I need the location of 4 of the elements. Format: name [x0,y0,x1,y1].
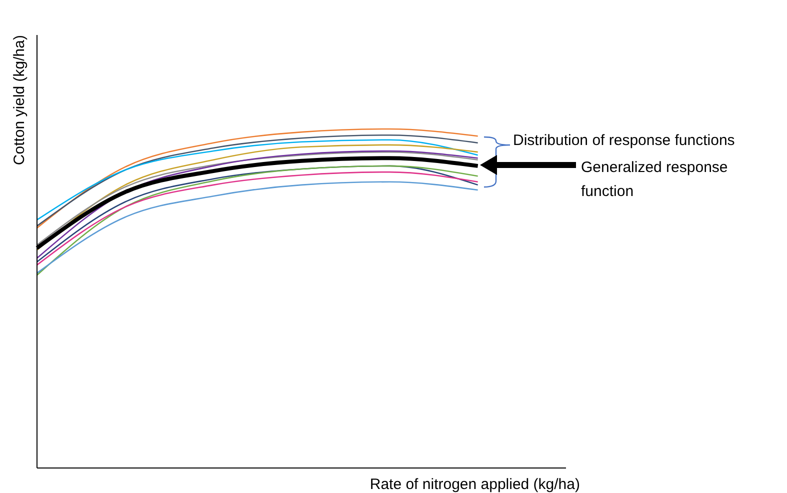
text: Generalized response function [581,159,728,200]
x-axis-title: Rate of nitrogen applied (kg/ha) [370,476,580,493]
annotation: Distribution of response functions [513,132,735,149]
y-axis-title: Cotton yield (kg/ha) [11,35,28,166]
